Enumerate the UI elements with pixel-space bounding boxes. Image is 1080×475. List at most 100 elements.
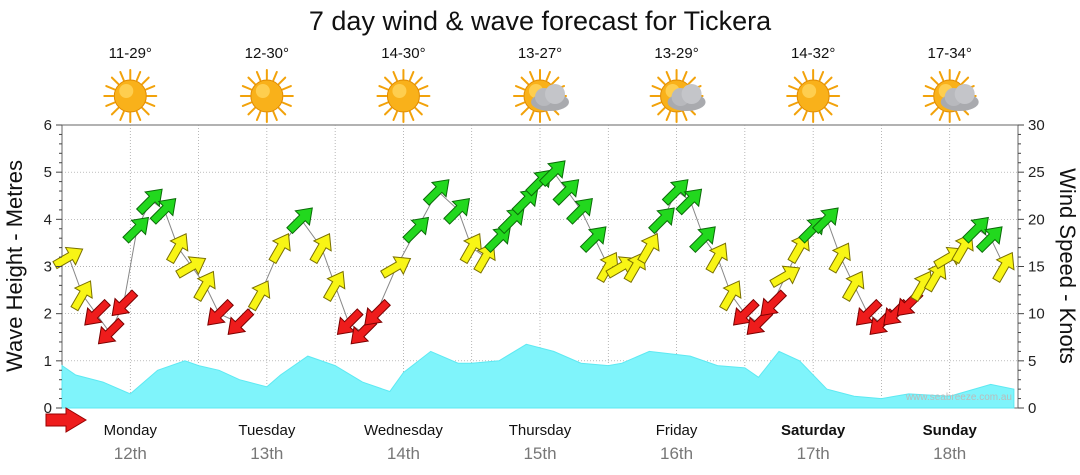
- sun-ray: [384, 107, 393, 116]
- wind-arrow-shape: [268, 232, 291, 265]
- sun-ray: [924, 101, 936, 107]
- wind-arrow: [149, 197, 177, 225]
- sun-ray: [545, 70, 551, 82]
- right-tick-label: 0: [1028, 400, 1036, 417]
- wind-arrow: [286, 207, 313, 235]
- wind-arrow-shape: [992, 251, 1015, 284]
- wind-arrow-shape: [380, 256, 412, 279]
- wind-arrow-shape: [165, 232, 189, 265]
- wind-arrow: [579, 226, 607, 254]
- weather-icons: [103, 69, 979, 123]
- sun-ray: [418, 85, 429, 91]
- wind-arrow-shape: [689, 226, 716, 254]
- sun-ray: [930, 76, 939, 85]
- current-time-arrow: [45, 407, 87, 433]
- sun-highlight: [119, 84, 134, 98]
- wind-arrow: [855, 298, 883, 326]
- sun-cloud-icon: [922, 69, 979, 123]
- wind-arrow: [247, 280, 271, 312]
- cloud-part: [954, 84, 975, 104]
- wind-arrow-shape: [675, 188, 703, 216]
- wind-arrow-shape: [122, 216, 150, 244]
- wind-arrow: [97, 317, 125, 345]
- day-temp: 12-30°: [245, 45, 289, 62]
- left-tick-label: 5: [44, 164, 52, 181]
- sun-ray: [119, 110, 125, 122]
- right-axis-ticks: 0 5 10 15 20 25 30: [1018, 117, 1045, 417]
- wave-height-area: [61, 343, 1015, 409]
- day-temp: 13-27°: [518, 45, 562, 62]
- sun-ray: [545, 110, 551, 122]
- wind-arrow: [992, 251, 1015, 284]
- cloud-shape: [531, 84, 569, 111]
- sun-ray: [408, 110, 415, 122]
- wind-arrow: [165, 232, 189, 265]
- left-axis-label: Wave Height - Metres: [2, 160, 27, 372]
- sun-ray: [529, 70, 535, 82]
- day-name: Monday: [104, 422, 158, 439]
- wind-arrow-shape: [719, 280, 742, 312]
- sun-highlight: [802, 84, 817, 98]
- wind-arrow-shape: [422, 179, 450, 206]
- sun-ray: [514, 101, 526, 107]
- sun-ray: [247, 76, 256, 85]
- wind-arrow: [70, 280, 93, 312]
- wind-arrow: [309, 232, 332, 265]
- wind-arrow-shape: [459, 232, 482, 265]
- sun-ray: [418, 101, 429, 107]
- wind-arrow-shape: [84, 298, 111, 326]
- sun-ray: [788, 85, 799, 91]
- wind-arrow: [675, 188, 703, 216]
- right-tick-label: 25: [1028, 164, 1045, 181]
- sun-ray: [408, 70, 415, 82]
- wind-arrow: [402, 216, 430, 244]
- sun-ray: [520, 76, 529, 85]
- wind-arrow-shape: [193, 270, 216, 302]
- wind-arrow-shape: [596, 251, 619, 284]
- sun-ray: [277, 76, 287, 85]
- sun-ray: [520, 107, 529, 116]
- sun-ray: [938, 110, 945, 122]
- sun-ray: [824, 76, 833, 85]
- wind-arrow: [459, 232, 482, 265]
- sun-ray: [141, 107, 150, 116]
- wind-arrow-shape: [135, 188, 163, 216]
- sun-highlight: [392, 84, 407, 98]
- sun-ray: [255, 70, 262, 82]
- sun-cloud-icon: [513, 69, 569, 123]
- wind-arrow: [364, 298, 391, 326]
- day-labels: Monday 12th Tuesday 13th Wednesday 14th Thursd…: [104, 422, 978, 463]
- sun-ray: [657, 107, 666, 116]
- wind-arrow-shape: [769, 265, 801, 289]
- wind-arrow: [811, 207, 839, 235]
- sun-icon: [376, 69, 431, 123]
- temperature-labels: 11-29° 12-30° 14-30° 13-27° 13-29° 14-32° 17-3…: [109, 45, 972, 62]
- wind-arrow: [135, 188, 163, 216]
- sun-ray: [827, 101, 839, 107]
- wind-arrow-shape: [661, 179, 689, 206]
- wind-arrow-shape: [648, 207, 675, 235]
- sun-ray: [414, 76, 423, 85]
- sun-ray: [938, 70, 945, 82]
- sun-ray: [110, 76, 120, 85]
- day-temp: 17-34°: [928, 45, 972, 62]
- wind-arrow: [689, 226, 716, 254]
- wind-arrow: [380, 256, 412, 279]
- sun-ray: [793, 76, 803, 85]
- left-tick-label: 2: [44, 306, 52, 323]
- right-tick-label: 30: [1028, 117, 1045, 134]
- sun-ray: [247, 107, 256, 116]
- wind-arrow: [769, 265, 801, 289]
- sun-ray: [277, 107, 287, 116]
- sun-ray: [529, 110, 535, 122]
- day-date: 12th: [114, 444, 147, 463]
- day-date: 17th: [797, 444, 830, 463]
- sun-ray: [924, 85, 936, 91]
- sun-ray: [135, 70, 142, 82]
- wind-arrow-shape: [552, 179, 580, 206]
- wind-arrow-shape: [175, 256, 207, 279]
- sun-ray: [272, 110, 278, 122]
- wind-arrow-shape: [828, 242, 851, 274]
- wind-arrow-shape: [637, 232, 660, 265]
- wind-arrow: [322, 270, 346, 302]
